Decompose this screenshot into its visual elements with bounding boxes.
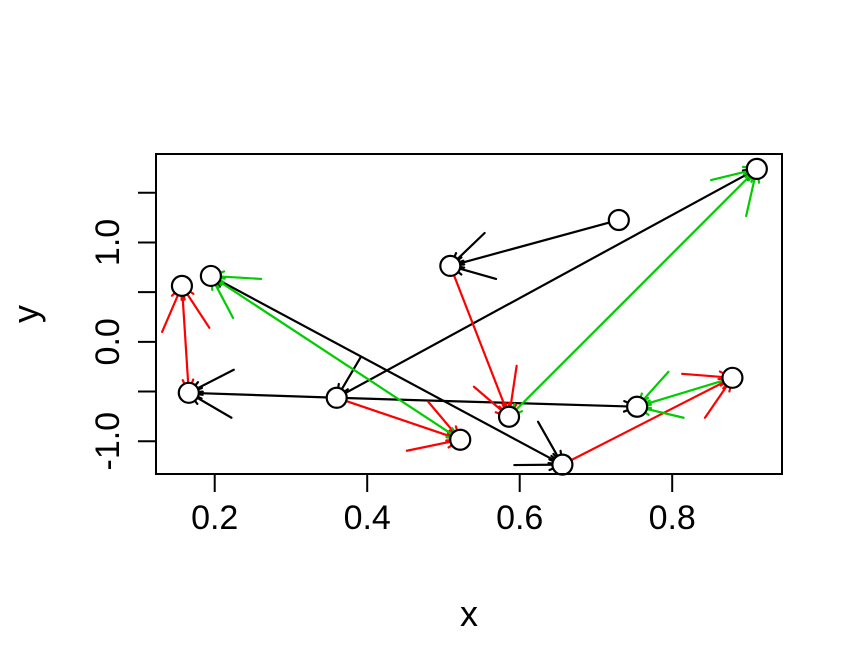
data-point: [325, 386, 348, 409]
data-point: [607, 208, 630, 232]
arrow-segment: [209, 274, 462, 441]
x-axis-tick-label: 0.6: [496, 499, 543, 537]
arrow-shaft: [507, 167, 758, 418]
data-point: [626, 395, 649, 418]
y-axis-tick-label: -1.0: [89, 412, 127, 471]
x-axis-tick-label: 0.8: [649, 499, 696, 537]
arrow-segment: [335, 167, 758, 399]
arrow-shaft: [449, 264, 511, 418]
data-point: [170, 274, 194, 297]
data-point: [199, 264, 222, 288]
x-axis-title: x: [460, 593, 478, 634]
arrow-shaft: [335, 396, 639, 408]
axes-layer: 0.2 0.4 0.6 0.8 1.0 0.0 -1.0: [89, 191, 696, 537]
arrow-shaft: [187, 391, 338, 399]
arrow-shaft: [449, 218, 620, 268]
plot-border: [155, 153, 783, 475]
data-point: [177, 381, 200, 404]
arrow-segment: [335, 396, 639, 413]
arrows-layer: [160, 165, 761, 472]
arrow-segment: [636, 376, 734, 410]
arrow-shaft: [636, 376, 734, 408]
data-point: [551, 453, 574, 476]
arrow-shaft: [335, 396, 462, 441]
arrow-segment: [561, 376, 734, 466]
points-layer: [170, 157, 768, 476]
arrow-shaft: [209, 274, 462, 441]
arrow-segment: [449, 264, 511, 418]
y-axis-tick-label: 0.0: [89, 318, 127, 365]
x-axis-tick-label: 0.2: [191, 499, 238, 537]
arrow-shaft: [335, 167, 758, 399]
arrow-segment: [187, 386, 338, 400]
data-point: [745, 157, 768, 181]
y-axis-tick-label: 1.0: [89, 219, 127, 266]
data-point: [721, 366, 744, 389]
y-axis-title: y: [5, 305, 46, 323]
arrow-shaft: [209, 274, 564, 466]
data-point: [497, 405, 521, 428]
arrow-shaft: [180, 284, 190, 394]
arrow-segment: [449, 218, 620, 269]
data-point: [439, 254, 462, 278]
x-axis-tick-label: 0.4: [344, 499, 391, 537]
data-point: [449, 428, 472, 451]
arrow-shaft: [561, 376, 734, 466]
